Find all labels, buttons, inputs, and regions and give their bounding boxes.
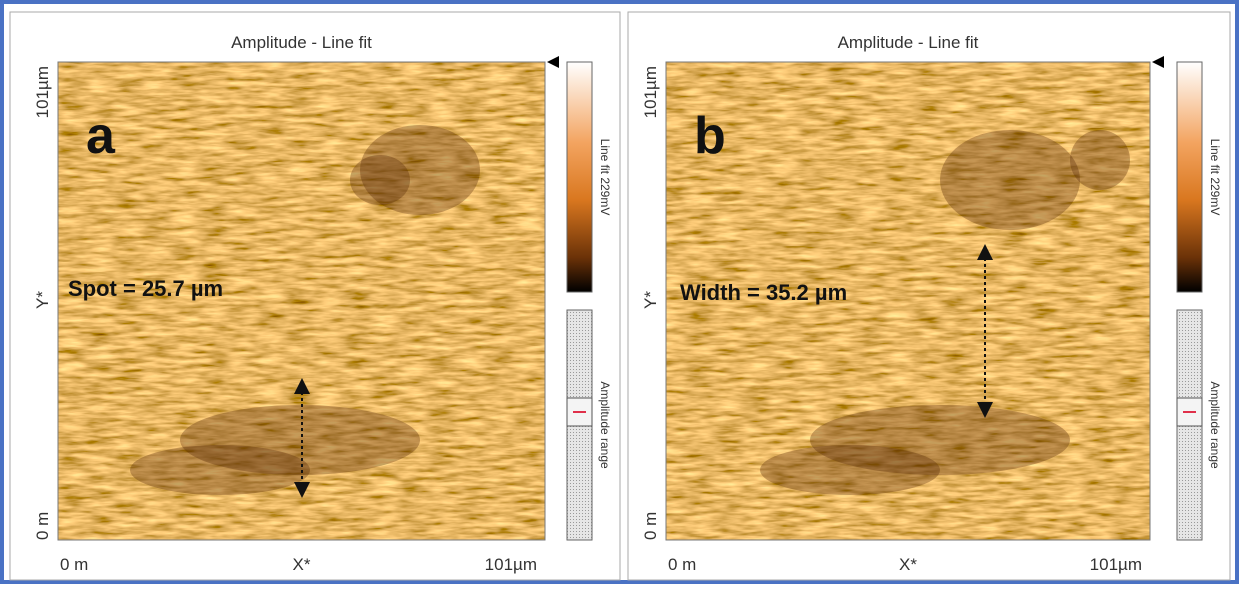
y-axis-start: 0 m <box>33 512 52 540</box>
colorbar <box>1177 62 1202 292</box>
y-axis-label: Y* <box>641 291 660 309</box>
range-label: Amplitude range <box>598 381 612 469</box>
colorbar <box>567 62 592 292</box>
colorbar-label: Line fit 229mV <box>1208 139 1222 216</box>
panel-title: Amplitude - Line fit <box>838 33 979 52</box>
panel-title: Amplitude - Line fit <box>231 33 372 52</box>
damage-region <box>130 445 310 495</box>
damage-region <box>940 130 1080 230</box>
x-axis-start: 0 m <box>668 555 696 574</box>
figure: Amplitude - Line fit a Spot = 25.7 µm 0 m X*… <box>0 0 1239 584</box>
x-axis-label: X* <box>899 555 917 574</box>
panel: Amplitude - Line fit b Width = 35.2 µm 0 m X… <box>628 12 1230 580</box>
panel-letter: b <box>694 107 726 165</box>
y-axis-end: 101µm <box>641 66 660 118</box>
x-axis-end: 101µm <box>485 555 537 574</box>
y-axis-start: 0 m <box>641 512 660 540</box>
y-axis-label: Y* <box>33 291 52 309</box>
damage-region <box>350 155 410 205</box>
y-axis-end: 101µm <box>33 66 52 118</box>
damage-region <box>1070 130 1130 190</box>
damage-region <box>760 445 940 495</box>
x-axis-start: 0 m <box>60 555 88 574</box>
panel: Amplitude - Line fit a Spot = 25.7 µm 0 m X*… <box>10 12 620 580</box>
x-axis-end: 101µm <box>1090 555 1142 574</box>
panels: Amplitude - Line fit a Spot = 25.7 µm 0 m X*… <box>10 12 1230 580</box>
x-axis-label: X* <box>293 555 311 574</box>
panel-letter: a <box>86 107 116 165</box>
measurement: Spot = 25.7 µm <box>68 276 223 301</box>
range-label: Amplitude range <box>1208 381 1222 469</box>
measurement: Width = 35.2 µm <box>680 280 847 305</box>
colorbar-label: Line fit 229mV <box>598 139 612 216</box>
